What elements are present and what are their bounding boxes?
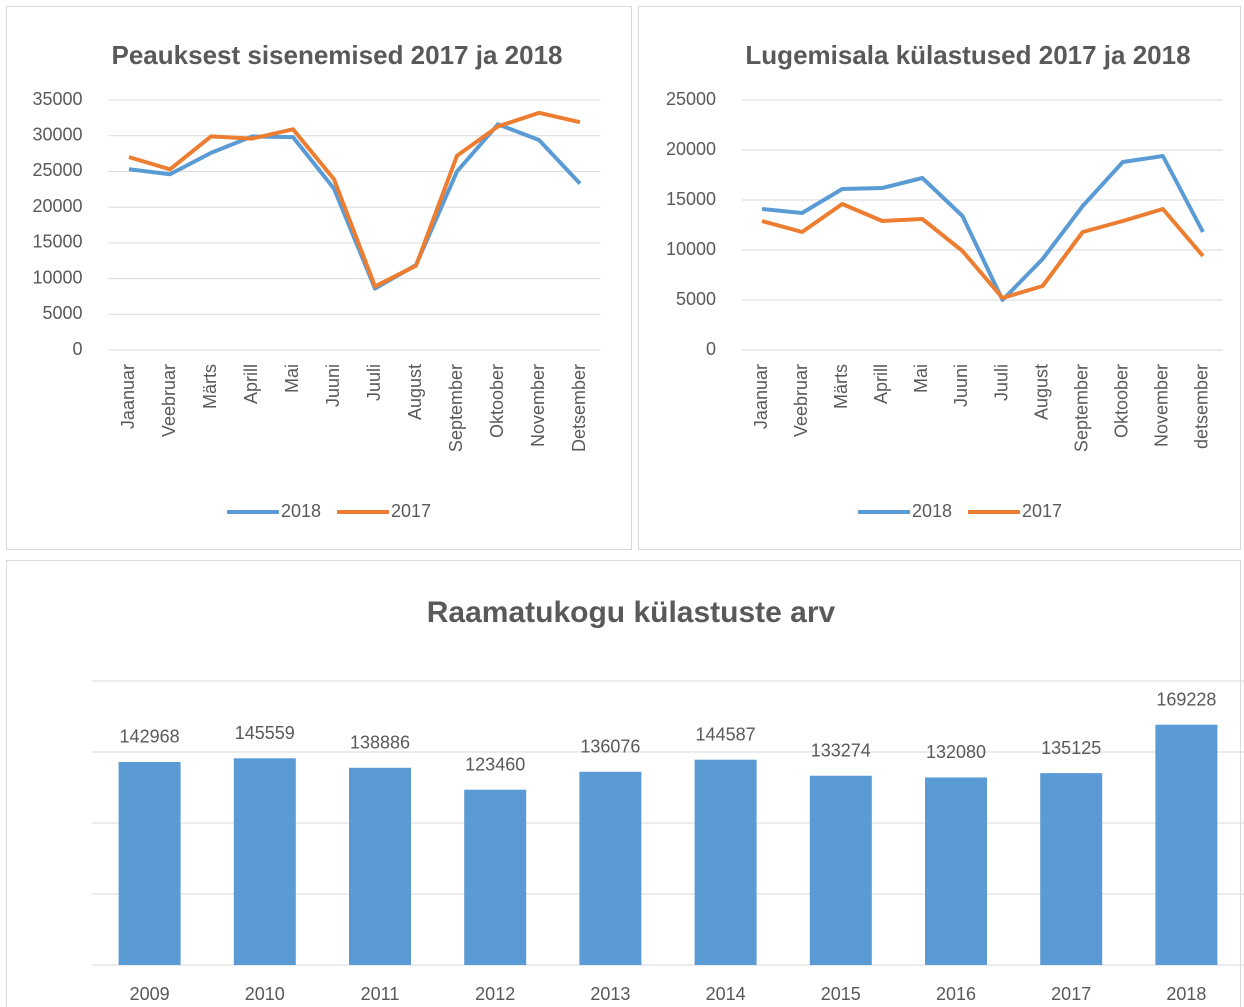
bar	[233, 758, 296, 965]
bar	[464, 789, 527, 965]
bar	[118, 761, 181, 965]
y-tick-label: 0	[72, 339, 82, 359]
chart-title: Peauksest sisenemised 2017 ja 2018	[112, 40, 563, 70]
bar	[1040, 773, 1103, 965]
x-tick-label: 2016	[936, 984, 976, 1004]
x-tick-label: 2009	[130, 984, 170, 1004]
line-series	[128, 122, 582, 291]
x-tick-label: detsember	[1192, 364, 1212, 449]
y-tick-label: 5000	[42, 303, 82, 323]
x-tick-label: 2012	[475, 984, 515, 1004]
x-tick-label: Detsember	[569, 364, 589, 452]
x-tick-label: Mai	[911, 364, 931, 393]
x-tick-label: Juuli	[364, 364, 384, 401]
bar	[809, 775, 872, 965]
x-tick-label: Oktoober	[1112, 364, 1132, 438]
y-tick-label: 20000	[32, 196, 82, 216]
data-label: 123460	[465, 754, 525, 774]
data-label: 133274	[811, 741, 871, 761]
y-tick-label: 20000	[666, 139, 716, 159]
x-tick-label: Juuni	[951, 364, 971, 407]
chart-title: Lugemisala külastused 2017 ja 2018	[745, 40, 1190, 70]
bar	[349, 767, 411, 965]
x-tick-label: November	[1152, 364, 1172, 447]
y-tick-label: 15000	[32, 232, 82, 252]
panel	[638, 6, 1241, 550]
data-label: 142968	[120, 727, 180, 747]
y-tick-label: 30000	[32, 124, 82, 144]
legend-label: 2018	[281, 501, 321, 521]
line-series	[128, 110, 581, 289]
data-label: 144587	[696, 724, 756, 744]
legend-label: 2018	[912, 501, 952, 521]
data-label: 135125	[1041, 738, 1101, 758]
data-label: 138886	[350, 733, 410, 753]
legend-label: 2017	[391, 501, 431, 521]
x-tick-label: 2014	[706, 984, 746, 1004]
x-tick-label: Aprill	[871, 364, 891, 404]
y-tick-label: 25000	[666, 89, 716, 109]
data-label: 169228	[1156, 689, 1216, 709]
y-tick-label: 0	[706, 339, 716, 359]
line-series	[761, 202, 1205, 300]
y-tick-label: 35000	[32, 89, 82, 109]
x-tick-label: Juuli	[991, 364, 1011, 401]
x-tick-label: August	[1031, 364, 1051, 420]
y-tick-label: 10000	[666, 239, 716, 259]
data-label: 132080	[926, 742, 986, 762]
x-tick-label: Mai	[282, 364, 302, 393]
x-tick-label: Jaanuar	[751, 364, 771, 429]
data-label: 136076	[580, 737, 640, 757]
line-series	[761, 154, 1205, 302]
x-tick-label: Aprill	[241, 364, 261, 404]
x-tick-label: August	[405, 364, 425, 420]
x-tick-label: September	[1071, 364, 1091, 452]
x-tick-label: 2013	[590, 984, 630, 1004]
x-tick-label: Märts	[200, 364, 220, 409]
x-tick-label: Veebruar	[159, 364, 179, 437]
x-tick-label: 2018	[1166, 984, 1206, 1004]
x-tick-label: September	[446, 364, 466, 452]
x-tick-label: 2017	[1051, 984, 1091, 1004]
bar	[579, 771, 642, 965]
chart-title: Raamatukogu külastuste arv	[427, 596, 836, 629]
y-tick-label: 5000	[676, 289, 716, 309]
x-tick-label: Jaanuar	[118, 364, 138, 429]
bar	[694, 759, 757, 965]
data-label: 145559	[235, 723, 295, 743]
legend-label: 2017	[1022, 501, 1062, 521]
y-tick-label: 10000	[32, 267, 82, 287]
x-tick-label: Veebruar	[791, 364, 811, 437]
panel	[6, 6, 632, 550]
x-tick-label: Oktoober	[487, 364, 507, 438]
bar	[1155, 724, 1218, 965]
bar	[925, 777, 987, 965]
y-tick-label: 25000	[32, 160, 82, 180]
x-tick-label: 2011	[361, 984, 400, 1004]
x-tick-label: Juuni	[323, 364, 343, 407]
x-tick-label: 2010	[245, 984, 285, 1004]
x-tick-label: Märts	[831, 364, 851, 409]
x-tick-label: 2015	[821, 984, 861, 1004]
x-tick-label: November	[528, 364, 548, 447]
y-tick-label: 15000	[666, 189, 716, 209]
